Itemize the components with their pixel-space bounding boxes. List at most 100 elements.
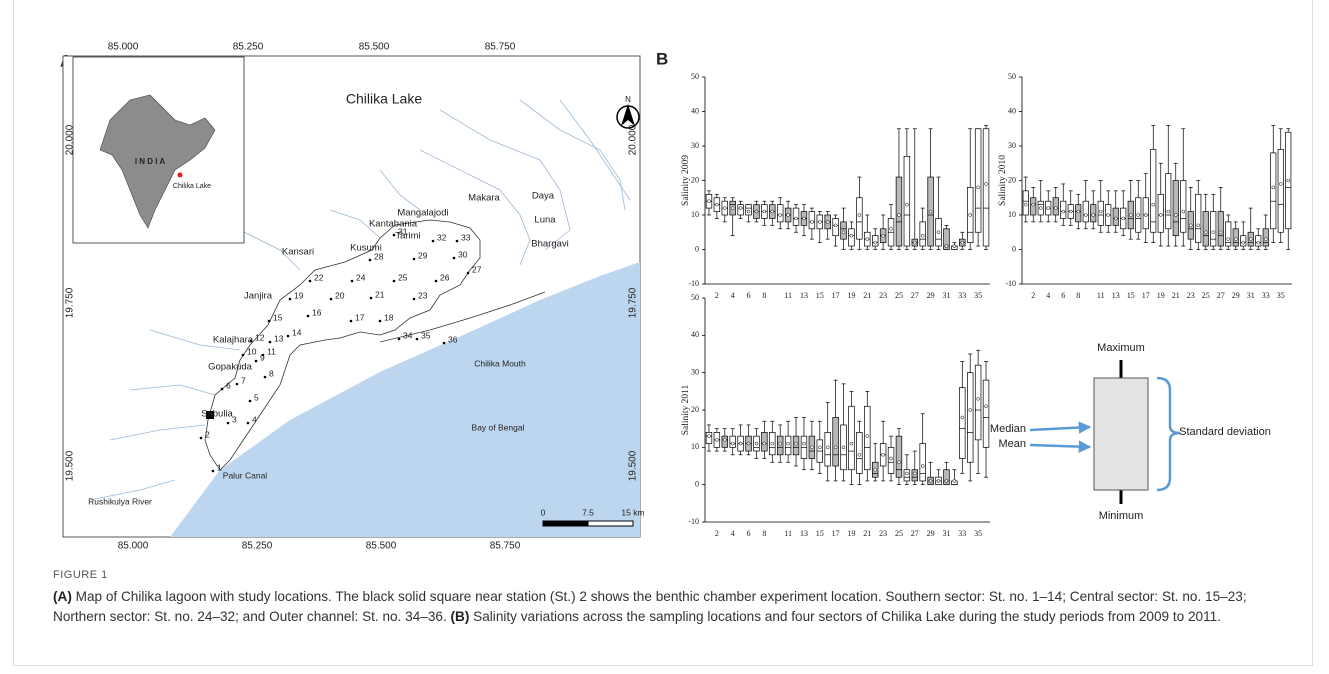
station-label: 33 bbox=[461, 232, 471, 242]
scale-bar bbox=[542, 520, 589, 527]
station-dot bbox=[246, 421, 250, 425]
mean bbox=[802, 216, 806, 221]
x-tick-label: 33 bbox=[1262, 291, 1270, 300]
mean bbox=[825, 445, 830, 450]
x-tick-label: 25 bbox=[1202, 291, 1210, 300]
box bbox=[974, 128, 982, 233]
caption-tag: (A) bbox=[53, 589, 72, 604]
x-tick-label: 4 bbox=[731, 291, 735, 300]
station-dot bbox=[261, 353, 265, 357]
box bbox=[1195, 193, 1202, 243]
mean bbox=[1166, 209, 1170, 214]
mean bbox=[865, 237, 870, 241]
station-label: 24 bbox=[356, 272, 366, 282]
station-label: 31 bbox=[398, 226, 408, 236]
box bbox=[911, 469, 918, 482]
mean bbox=[1099, 209, 1103, 214]
station-dot bbox=[412, 297, 416, 301]
y-tick-label: -10 bbox=[688, 517, 699, 526]
station-label: 20 bbox=[335, 290, 345, 300]
station-label: 23 bbox=[418, 290, 428, 300]
x-tick-label: 35 bbox=[1277, 291, 1285, 300]
box bbox=[1270, 152, 1277, 230]
mean bbox=[730, 441, 735, 446]
mean bbox=[723, 206, 727, 210]
place-label: Luna bbox=[534, 215, 556, 226]
x-tick-label: 27 bbox=[1217, 291, 1225, 300]
y-tick-label: 0 bbox=[695, 479, 699, 488]
mean bbox=[960, 415, 965, 420]
diagram-label: Mean bbox=[998, 438, 1026, 450]
mean bbox=[1129, 213, 1133, 217]
box bbox=[959, 387, 966, 459]
place-label: Mangalajodi bbox=[397, 208, 448, 219]
y-axis-label: Salinity 2011 bbox=[681, 384, 691, 435]
mean bbox=[1144, 213, 1148, 217]
x-tick-label: 23 bbox=[879, 529, 887, 538]
mean bbox=[1219, 230, 1223, 234]
map-x-label: 85.250 bbox=[233, 42, 264, 53]
place-label: Kansari bbox=[282, 247, 314, 258]
inset-label: Chilika Lake bbox=[173, 183, 211, 190]
box bbox=[982, 379, 990, 448]
x-tick-label: 25 bbox=[895, 291, 903, 300]
place-label: Rushikulya River bbox=[88, 496, 152, 506]
station-dot bbox=[263, 375, 267, 379]
scale-label: 7.5 bbox=[582, 507, 594, 517]
box bbox=[1217, 211, 1224, 247]
north-label: N bbox=[625, 95, 631, 104]
box bbox=[1165, 173, 1172, 230]
mean bbox=[1046, 206, 1050, 210]
station-dot bbox=[452, 256, 456, 260]
mean bbox=[746, 209, 751, 214]
box bbox=[832, 417, 839, 467]
place-label: Daya bbox=[532, 191, 555, 202]
mean bbox=[913, 471, 917, 476]
box bbox=[761, 432, 768, 452]
station-label: 11 bbox=[267, 346, 276, 356]
map-x-label: 85.250 bbox=[242, 541, 273, 552]
place-label: Gopakuda bbox=[208, 362, 253, 373]
place-label: Bay of Bengal bbox=[472, 422, 525, 432]
y-tick-label: 30 bbox=[691, 141, 699, 150]
x-tick-label: 31 bbox=[1247, 291, 1255, 300]
mean bbox=[770, 441, 775, 446]
box bbox=[982, 128, 990, 247]
mean bbox=[730, 206, 735, 210]
mean bbox=[762, 441, 767, 446]
station-label: 25 bbox=[398, 272, 408, 282]
mean bbox=[1204, 230, 1208, 234]
station-dot bbox=[306, 314, 310, 318]
x-tick-label: 19 bbox=[847, 529, 855, 538]
mean bbox=[723, 438, 727, 442]
station-label: 17 bbox=[355, 312, 365, 322]
scale-bar bbox=[587, 520, 634, 527]
x-tick-label: 35 bbox=[974, 529, 982, 538]
box bbox=[824, 432, 831, 467]
mean bbox=[1159, 213, 1163, 217]
station-label: 6 bbox=[226, 380, 231, 390]
chamber-site bbox=[206, 411, 214, 419]
mean bbox=[920, 233, 925, 238]
x-tick-label: 6 bbox=[747, 291, 751, 300]
station-dot bbox=[412, 257, 416, 261]
station-dot bbox=[226, 421, 230, 425]
mean bbox=[715, 202, 719, 207]
mean bbox=[944, 244, 949, 248]
mean bbox=[715, 438, 719, 442]
y-tick-label: 40 bbox=[691, 106, 699, 115]
x-tick-label: 29 bbox=[927, 529, 935, 538]
box bbox=[943, 228, 950, 250]
mean bbox=[952, 244, 957, 248]
mean bbox=[1241, 240, 1245, 245]
mean bbox=[1084, 213, 1088, 217]
outer-channel bbox=[379, 291, 546, 343]
mean bbox=[952, 479, 957, 483]
station-dot bbox=[378, 319, 382, 323]
station-dot bbox=[349, 319, 353, 323]
station-label: 27 bbox=[472, 264, 482, 274]
box bbox=[903, 469, 911, 482]
mean bbox=[1076, 209, 1080, 214]
mean bbox=[1106, 213, 1110, 217]
mean bbox=[1151, 202, 1155, 207]
